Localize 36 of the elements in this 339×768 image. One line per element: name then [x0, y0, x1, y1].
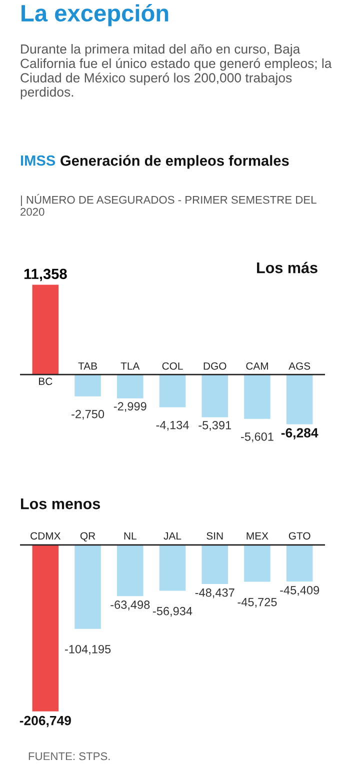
data-label: 11,358: [24, 268, 67, 282]
data-label: -5,391: [198, 421, 232, 431]
data-label: -45,725: [238, 598, 277, 608]
text: | NÚMERO DE ASEGURADOS - PRIMER SEMESTRE DEL 2020: [20, 194, 316, 216]
x-tick-label: NL: [124, 532, 136, 540]
source-note: FUENTE: STPS.: [28, 752, 110, 760]
text: IMSS: [20, 155, 56, 166]
data-label: -45,409: [280, 586, 320, 596]
data-label: -48,437: [195, 588, 234, 598]
text: Generación de empleos formales: [60, 155, 289, 169]
data-label: -5,601: [241, 432, 274, 442]
data-label: -104,195: [65, 644, 111, 655]
data-label: -2,750: [72, 410, 104, 420]
data-label: -56,934: [153, 606, 192, 617]
x-tick-label: GTO: [288, 532, 310, 540]
chart-title: Los menos: [21, 498, 100, 510]
x-tick-label: CDMX: [30, 532, 61, 540]
data-label: -63,498: [110, 600, 150, 610]
data-label: -2,999: [114, 402, 146, 412]
x-tick-label: SIN: [206, 532, 223, 540]
x-tick-label: AGS: [288, 362, 310, 370]
x-tick-label: QR: [80, 532, 96, 542]
data-label: -206,749: [20, 716, 71, 728]
data-label: -6,284: [281, 428, 318, 440]
text: Los más: [257, 262, 318, 274]
x-tick-label: COL: [162, 362, 183, 370]
x-tick-label: TLA: [120, 362, 140, 370]
x-tick-label: MEX: [246, 532, 268, 540]
chart-title: La excepción: [22, 4, 168, 26]
chart-subtitle: Durante la primera mitad del año en curso, Baja California fue el único estado que generó empleos; la Ciudad de México superó los 200,000 trabajos perdidos.: [20, 44, 332, 100]
x-tick-label: CAM: [246, 362, 268, 370]
x-tick-label: JAL: [164, 532, 182, 540]
x-tick-label: TAB: [78, 362, 97, 370]
x-tick-label: BC: [39, 378, 52, 386]
data-label: -4,134: [156, 420, 189, 431]
x-tick-label: DGO: [204, 362, 226, 370]
